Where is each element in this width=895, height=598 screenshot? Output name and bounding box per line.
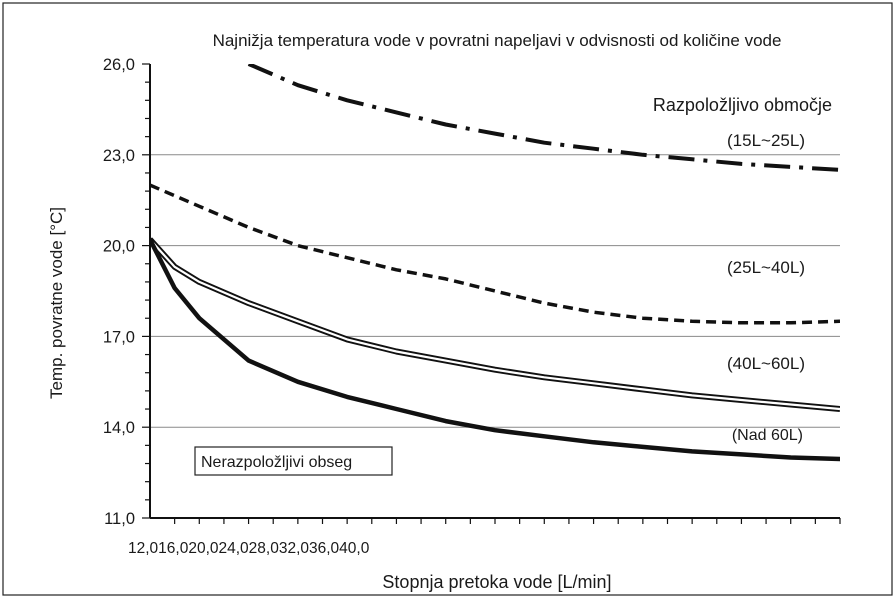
series-line-4 xyxy=(150,237,840,462)
series-line-3-inner xyxy=(150,238,840,411)
x-minor-ticks xyxy=(174,518,841,524)
series-lines xyxy=(150,64,840,462)
legend-header: Razpoložljivo območje xyxy=(653,95,832,115)
series-line-2 xyxy=(150,183,840,325)
series-label-nad-60: (Nad 60L) xyxy=(732,427,803,444)
grid-lines xyxy=(150,154,840,428)
series-label-40-60: (40L~60L) xyxy=(727,354,805,373)
y-tick-label: 14,0 xyxy=(103,419,135,437)
chart-title: Najnižja temperatura vode v povratni nap… xyxy=(213,31,782,50)
y-tick-label: 11,0 xyxy=(104,510,135,528)
y-tick-label: 26,0 xyxy=(103,56,135,74)
y-ticks: 11,0 14,0 17,0 20,0 23,0 26,0 xyxy=(103,56,150,528)
unavailable-range-box xyxy=(194,446,393,476)
y-tick-label: 23,0 xyxy=(103,147,135,165)
y-minor-ticks xyxy=(145,81,150,501)
unavailable-range-label: Nerazpoložljivi obseg xyxy=(201,454,352,471)
y-axis-label: Temp. povratne vode [°C] xyxy=(47,207,66,399)
y-tick-label: 17,0 xyxy=(103,328,135,346)
series-label-25-40: (25L~40L) xyxy=(727,258,805,277)
series-label-15-25: (15L~25L) xyxy=(727,131,805,150)
x-tick-labels: 12,016,020,024,028,032,036,040,0 xyxy=(128,540,370,557)
x-axis-label: Stopnja pretoka vode [L/min] xyxy=(382,572,611,592)
y-tick-label: 20,0 xyxy=(103,238,135,256)
series-line-1 xyxy=(247,64,840,172)
